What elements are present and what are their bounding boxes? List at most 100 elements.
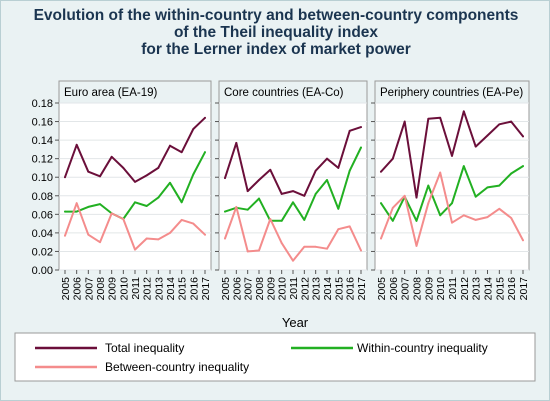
x-tick-label: 2015 xyxy=(333,277,345,301)
legend-box xyxy=(14,332,536,382)
data-point-within-country-inequality xyxy=(498,184,501,187)
data-point-between-country-inequality xyxy=(157,238,160,241)
data-point-total-inequality xyxy=(403,120,406,123)
x-tick-label: 2008 xyxy=(95,277,107,301)
x-tick-label: 2012 xyxy=(459,277,471,301)
x-tick-label: 2014 xyxy=(322,277,334,301)
data-point-total-inequality xyxy=(246,190,249,193)
x-tick-label: 2014 xyxy=(483,277,495,301)
data-point-within-country-inequality xyxy=(326,179,328,181)
data-point-between-country-inequality xyxy=(314,245,317,248)
data-point-between-country-inequality xyxy=(360,249,362,252)
panel-plot-area xyxy=(218,102,368,271)
panel-plot-area xyxy=(58,102,212,271)
y-tick-label: 0.16 xyxy=(32,117,53,129)
data-point-within-country-inequality xyxy=(204,151,206,154)
x-tick-label: 2010 xyxy=(435,277,447,301)
data-point-total-inequality xyxy=(192,128,195,130)
data-point-between-country-inequality xyxy=(180,219,183,221)
data-point-total-inequality xyxy=(380,170,382,173)
data-point-within-country-inequality xyxy=(510,172,513,175)
data-point-within-country-inequality xyxy=(474,195,477,198)
x-tick-label: 2014 xyxy=(165,277,177,301)
data-point-total-inequality xyxy=(462,110,465,113)
y-tick-label: 0.00 xyxy=(32,265,53,277)
data-point-within-country-inequality xyxy=(258,197,260,200)
data-point-between-country-inequality xyxy=(145,237,148,240)
figure-title-line-1: Evolution of the within-country and betw… xyxy=(33,7,519,24)
data-point-total-inequality xyxy=(280,193,283,195)
data-point-within-country-inequality xyxy=(75,210,78,213)
data-point-between-country-inequality xyxy=(403,194,406,197)
data-point-between-country-inequality xyxy=(75,202,78,205)
data-point-total-inequality xyxy=(87,170,90,173)
data-point-between-country-inequality xyxy=(498,207,501,210)
data-point-between-country-inequality xyxy=(522,239,524,242)
data-point-between-country-inequality xyxy=(348,225,351,228)
x-tick-label: 2009 xyxy=(265,277,277,301)
data-point-between-country-inequality xyxy=(380,237,382,240)
figure-title: Evolution of the within-country and betw… xyxy=(1,7,550,58)
data-point-total-inequality xyxy=(204,116,206,119)
x-tick-label: 2006 xyxy=(388,277,400,301)
x-tick-label: 2016 xyxy=(345,277,357,301)
data-point-between-country-inequality xyxy=(122,218,125,220)
data-point-total-inequality xyxy=(235,141,238,144)
x-tick-label: 2005 xyxy=(376,277,388,301)
x-tick-label: 2010 xyxy=(118,277,130,301)
x-tick-label: 2009 xyxy=(107,277,119,301)
y-tick-label: 0.06 xyxy=(32,209,53,221)
data-point-between-country-inequality xyxy=(258,249,260,252)
data-point-between-country-inequality xyxy=(439,171,442,174)
y-tick-label: 0.12 xyxy=(32,154,53,166)
data-point-total-inequality xyxy=(486,134,489,137)
data-point-within-country-inequality xyxy=(380,202,382,205)
data-point-between-country-inequality xyxy=(192,222,195,225)
data-point-total-inequality xyxy=(326,157,328,160)
data-point-between-country-inequality xyxy=(224,237,226,240)
data-point-total-inequality xyxy=(360,126,362,129)
data-point-total-inequality xyxy=(122,167,125,169)
data-point-total-inequality xyxy=(258,179,260,181)
data-point-total-inequality xyxy=(292,190,294,193)
panel-title: Euro area (EA-19) xyxy=(64,87,157,99)
y-tick-label: 0.14 xyxy=(32,135,53,147)
data-point-within-country-inequality xyxy=(169,181,171,184)
data-point-total-inequality xyxy=(427,117,430,120)
data-point-total-inequality xyxy=(303,194,306,197)
data-point-total-inequality xyxy=(64,176,66,179)
data-point-total-inequality xyxy=(145,174,148,177)
data-point-within-country-inequality xyxy=(99,203,101,206)
data-point-between-country-inequality xyxy=(64,234,66,237)
panel-title: Core countries (EA-Co) xyxy=(224,87,344,99)
x-tick-label: 2011 xyxy=(130,277,142,300)
x-axis-title: Year xyxy=(282,315,309,330)
data-point-total-inequality xyxy=(474,145,477,148)
data-point-between-country-inequality xyxy=(303,245,306,248)
x-tick-label: 2007 xyxy=(400,277,412,301)
x-tick-label: 2006 xyxy=(72,277,84,301)
data-point-between-country-inequality xyxy=(110,212,113,215)
x-tick-label: 2017 xyxy=(518,277,530,301)
data-point-total-inequality xyxy=(134,180,136,183)
data-point-total-inequality xyxy=(99,175,101,178)
data-point-total-inequality xyxy=(498,123,501,126)
y-tick-label: 0.04 xyxy=(32,228,53,240)
data-point-total-inequality xyxy=(314,169,317,172)
data-point-between-country-inequality xyxy=(280,242,283,244)
data-point-within-country-inequality xyxy=(439,214,442,217)
data-point-between-country-inequality xyxy=(87,233,90,236)
data-point-within-country-inequality xyxy=(314,193,317,195)
x-tick-label: 2011 xyxy=(447,277,459,300)
data-point-between-country-inequality xyxy=(415,244,418,247)
x-tick-label: 2007 xyxy=(83,277,95,301)
data-point-total-inequality xyxy=(224,177,226,180)
data-point-between-country-inequality xyxy=(134,248,136,251)
data-point-total-inequality xyxy=(157,167,160,169)
data-point-total-inequality xyxy=(522,135,524,138)
data-point-within-country-inequality xyxy=(246,208,249,211)
data-point-within-country-inequality xyxy=(337,207,340,210)
data-point-within-country-inequality xyxy=(180,201,183,204)
